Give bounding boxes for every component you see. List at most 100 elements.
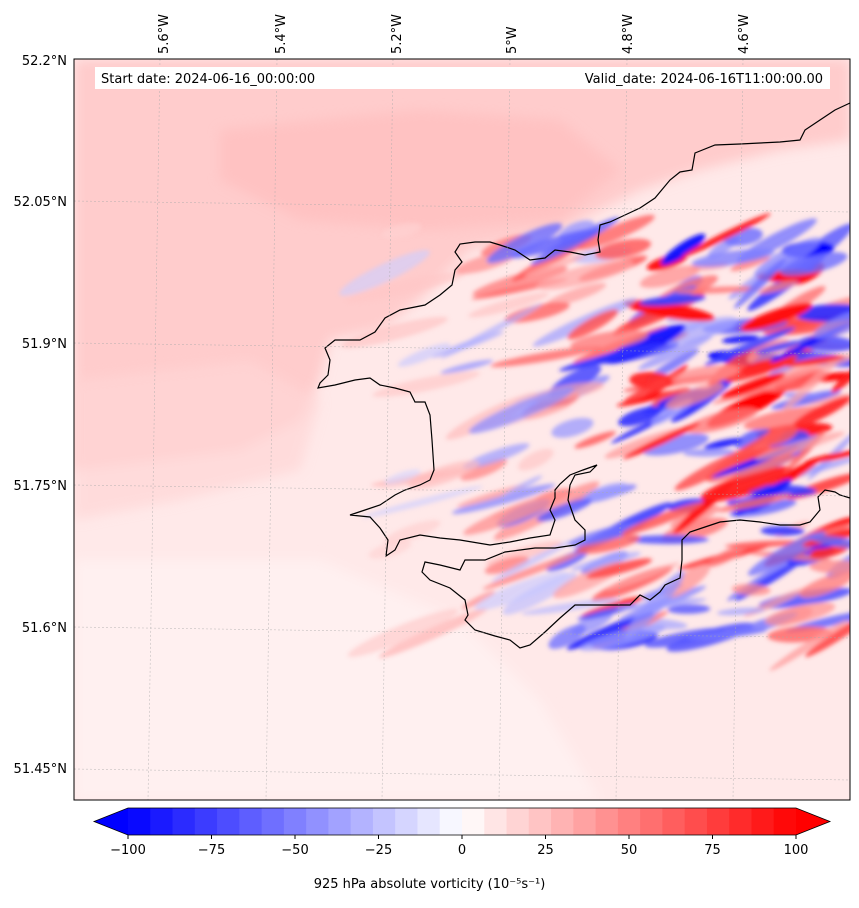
vorticity-streak: [665, 382, 724, 409]
vorticity-streak: [484, 556, 530, 575]
map-frame: [73, 58, 851, 801]
vorticity-streak: [521, 598, 621, 615]
meridian-4.6W: [732, 58, 744, 801]
colorbar-title: 925 hPa absolute vorticity (10⁻⁵s⁻¹): [313, 877, 546, 892]
colorbar-swatch: [395, 808, 419, 835]
vorticity-streak: [704, 326, 796, 366]
vorticity-streak: [518, 448, 554, 471]
vorticity-streak: [570, 330, 649, 351]
colorbar-extend-min: [94, 808, 128, 835]
vorticity-streak: [831, 364, 850, 393]
vorticity-streak: [813, 309, 850, 339]
vorticity-streak: [482, 552, 581, 590]
vorticity-streak: [524, 254, 586, 277]
valid-date-label: Valid_date: 2024-06-16T11:00:00.00: [585, 72, 823, 87]
colorbar-swatch: [506, 808, 530, 835]
vorticity-streak: [624, 377, 674, 403]
vorticity-streak: [627, 535, 709, 545]
graticule: [73, 58, 851, 801]
vorticity-streak: [382, 223, 422, 239]
colorbar-swatch: [306, 808, 329, 835]
colorbar-swatch: [551, 808, 574, 835]
vorticity-streak: [785, 355, 845, 367]
vorticity-streak: [760, 526, 805, 536]
vorticity-streak: [691, 248, 775, 268]
north-patch: [220, 110, 620, 230]
vorticity-streak: [639, 294, 706, 307]
colorbar: [92, 807, 832, 836]
vorticity-streak: [493, 481, 600, 541]
colorbar-swatch: [217, 808, 240, 835]
vorticity-streak: [808, 535, 850, 550]
colorbar-swatch: [729, 808, 753, 835]
colorbar-tick-label: 50: [621, 843, 638, 858]
vorticity-streak: [486, 223, 563, 264]
parallel-51.6N: [73, 626, 851, 639]
lon-label-5W: 5°W: [505, 26, 520, 54]
vorticity-streak: [759, 280, 798, 294]
colorbar-swatch: [573, 808, 597, 835]
vorticity-streak: [734, 258, 786, 309]
parallel-51.45N: [73, 768, 851, 781]
vorticity-streak: [721, 335, 759, 344]
vorticity-streak: [570, 551, 641, 571]
vorticity-streak: [661, 233, 706, 266]
vorticity-streak: [397, 343, 451, 367]
colorbar-swatch: [706, 808, 730, 835]
meridian-4.8W: [615, 58, 628, 801]
lat-label-52.05N: 52.05°N: [14, 195, 67, 210]
vorticity-streak: [579, 625, 666, 651]
vorticity-streak: [638, 334, 713, 370]
vorticity-streak: [671, 365, 740, 385]
meridian-5.2W: [381, 58, 394, 801]
colorbar-swatch: [417, 808, 441, 835]
meridian-5W: [498, 58, 511, 801]
vorticity-streak: [536, 260, 634, 290]
lat-label-51.6N: 51.6°N: [22, 621, 67, 636]
colorbar-ticks: −100 −75 −50 −25 0 25 50 75 100: [110, 835, 808, 858]
colorbar-extend-max: [796, 808, 830, 835]
vorticity-streaks: [339, 213, 850, 671]
vorticity-streak: [548, 624, 586, 649]
vorticity-streak: [574, 431, 616, 449]
vorticity-streak: [769, 620, 848, 671]
lat-label-51.9N: 51.9°N: [22, 337, 67, 352]
vorticity-streak: [383, 520, 441, 545]
colorbar-swatch: [150, 808, 174, 835]
colorbar-swatch: [484, 808, 508, 835]
vorticity-streak: [502, 475, 543, 498]
vorticity-streak: [754, 237, 822, 278]
colorbar-tick-label: −25: [365, 843, 392, 858]
vorticity-streak: [490, 346, 602, 368]
meridian-5.4W: [265, 58, 278, 801]
vorticity-streak: [618, 406, 662, 427]
colorbar-swatch: [617, 808, 641, 835]
vorticity-streak: [368, 540, 412, 559]
south-field: [74, 560, 600, 800]
vorticity-streak: [639, 265, 700, 288]
vorticity-streak: [347, 608, 459, 658]
colorbar-swatch: [773, 808, 797, 835]
colorbar-swatch: [239, 808, 263, 835]
vorticity-streak: [799, 572, 850, 598]
vorticity-streak: [734, 428, 770, 449]
vorticity-streak: [675, 286, 760, 294]
vorticity-streak: [754, 340, 802, 354]
vorticity-streak: [740, 302, 813, 331]
vorticity-streak: [708, 454, 798, 483]
lat-label-51.75N: 51.75°N: [14, 479, 67, 494]
colorbar-swatch: [261, 808, 285, 835]
vorticity-streak: [624, 571, 685, 640]
vorticity-streak: [462, 443, 530, 469]
vorticity-streak: [681, 213, 771, 258]
vorticity-streak: [809, 560, 850, 575]
vorticity-streak: [595, 238, 652, 260]
colorbar-swatch: [662, 808, 686, 835]
parallel-51.75N: [73, 484, 851, 497]
lon-label-4.6W: 4.6°W: [737, 14, 752, 54]
colorbar-swatch: [462, 808, 485, 835]
vorticity-streak: [704, 438, 743, 450]
vorticity-streak: [721, 372, 786, 399]
vorticity-streak: [792, 396, 850, 428]
vorticity-streak: [551, 417, 594, 438]
